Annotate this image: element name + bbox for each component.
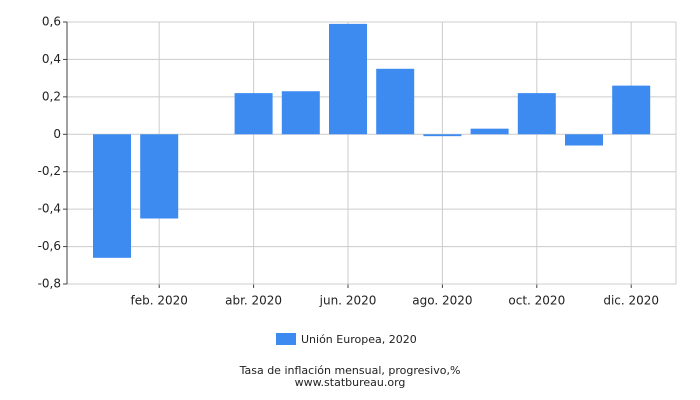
x-tick-label: jun. 2020 [319,294,377,308]
y-tick-label: 0,4 [42,52,61,66]
legend-label: Unión Europea, 2020 [301,333,417,346]
y-tick-label: -0,4 [38,202,61,216]
bar [329,23,367,135]
chart-title: Tasa de inflación mensual, progresivo,% [239,364,461,377]
source: www.statbureau.org [295,376,406,389]
y-tick-label: 0,2 [42,89,61,103]
y-tick-label: 0 [53,127,61,141]
bar [565,134,603,146]
bar [376,68,415,135]
x-tick-label: dic. 2020 [603,294,659,308]
bar [140,134,179,219]
bar [612,85,651,135]
x-tick-label: feb. 2020 [130,294,187,308]
bar [93,134,131,258]
x-tick-label: abr. 2020 [225,294,282,308]
x-tick-label: ago. 2020 [412,294,472,308]
y-tick-label: 0,6 [42,15,61,29]
bar [517,93,556,135]
bar [281,91,320,135]
y-tick-label: -0,2 [38,164,61,178]
bar [234,93,273,135]
bar [470,128,509,135]
y-tick-label: -0,6 [38,239,61,253]
bar [423,134,462,137]
legend-swatch [276,333,296,345]
y-tick-label: -0,8 [38,277,61,291]
x-tick-label: oct. 2020 [508,294,565,308]
